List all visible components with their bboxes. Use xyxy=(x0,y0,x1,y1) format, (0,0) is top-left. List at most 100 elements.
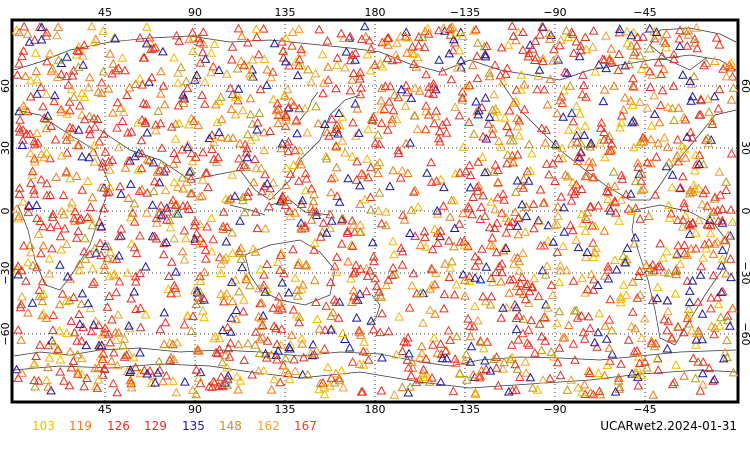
observation-marker xyxy=(164,337,175,347)
observation-marker xyxy=(61,134,72,144)
observation-marker xyxy=(613,372,624,382)
observation-marker xyxy=(329,172,340,182)
observation-marker xyxy=(52,72,63,81)
observation-marker xyxy=(80,254,91,263)
map-caption: UCARwet2.2024-01-31 xyxy=(600,419,737,433)
observation-marker xyxy=(266,190,276,200)
observation-marker xyxy=(393,92,404,102)
observation-marker xyxy=(30,381,40,391)
observation-marker xyxy=(77,88,87,97)
observation-marker xyxy=(632,345,642,355)
observation-marker xyxy=(105,337,115,347)
observation-marker xyxy=(106,356,117,365)
observation-marker xyxy=(494,136,504,145)
observation-marker xyxy=(650,189,661,199)
observation-marker xyxy=(73,226,84,235)
observation-marker xyxy=(461,374,472,384)
observation-marker xyxy=(41,147,52,157)
observation-marker xyxy=(472,38,483,47)
observation-marker xyxy=(250,154,260,164)
observation-marker xyxy=(651,151,662,161)
observation-marker xyxy=(254,334,265,344)
observation-marker xyxy=(41,89,52,98)
observation-marker xyxy=(236,56,246,65)
observation-marker xyxy=(25,240,35,249)
observation-marker xyxy=(492,106,503,116)
observation-marker xyxy=(312,314,323,323)
observation-marker xyxy=(413,201,423,211)
observation-marker xyxy=(359,337,369,346)
observation-marker xyxy=(13,324,24,334)
observation-marker xyxy=(178,98,189,107)
observation-marker xyxy=(159,307,170,317)
observation-marker xyxy=(250,131,261,141)
observation-marker xyxy=(178,89,189,99)
observation-marker xyxy=(700,184,711,194)
observation-marker xyxy=(373,205,384,215)
observation-marker xyxy=(31,200,42,209)
observation-marker xyxy=(508,97,519,107)
observation-marker xyxy=(135,322,146,332)
observation-marker xyxy=(112,122,122,132)
observation-marker xyxy=(503,40,514,49)
observation-marker xyxy=(554,277,565,287)
observation-marker xyxy=(301,173,312,183)
observation-marker xyxy=(721,176,732,186)
observation-marker xyxy=(497,258,507,268)
observation-marker xyxy=(98,370,108,379)
observation-marker xyxy=(159,99,170,109)
observation-marker xyxy=(122,366,133,376)
observation-marker xyxy=(478,190,488,200)
observation-marker xyxy=(296,159,307,169)
top-lon-label: 90 xyxy=(188,6,202,19)
observation-marker xyxy=(366,162,376,172)
observation-marker xyxy=(518,45,528,54)
observation-marker xyxy=(662,295,673,305)
observation-marker xyxy=(588,284,599,294)
observation-marker xyxy=(181,76,192,86)
observation-marker xyxy=(691,160,701,169)
observation-marker xyxy=(173,100,184,110)
observation-marker xyxy=(603,194,613,203)
observation-marker xyxy=(657,51,667,60)
observation-marker xyxy=(571,179,582,189)
observation-marker xyxy=(314,323,325,333)
observation-marker xyxy=(32,213,42,222)
observation-marker xyxy=(496,42,507,52)
observation-marker xyxy=(508,31,519,40)
observation-marker xyxy=(460,291,470,300)
observation-marker xyxy=(152,166,163,176)
observation-marker xyxy=(685,229,695,238)
observation-marker xyxy=(53,55,64,64)
observation-marker xyxy=(156,200,166,210)
observation-marker xyxy=(703,94,713,103)
observation-marker xyxy=(135,347,145,357)
observation-marker xyxy=(652,282,663,291)
observation-marker xyxy=(191,364,202,374)
observation-marker xyxy=(85,213,95,223)
observation-marker xyxy=(594,386,605,395)
observation-marker xyxy=(671,263,682,273)
observation-marker xyxy=(89,113,99,123)
coastline-antarctica-inner xyxy=(13,363,737,389)
observation-marker xyxy=(332,60,342,69)
observation-marker xyxy=(342,226,353,235)
observation-marker xyxy=(29,375,40,385)
observation-marker xyxy=(486,291,497,301)
observation-marker xyxy=(388,262,398,272)
observation-marker xyxy=(486,197,496,206)
observation-marker xyxy=(45,190,56,199)
observation-marker xyxy=(32,262,42,272)
observation-marker xyxy=(156,66,166,76)
observation-marker xyxy=(111,287,122,297)
observation-marker xyxy=(542,261,552,270)
observation-marker xyxy=(166,121,177,131)
observation-marker xyxy=(447,256,457,266)
observation-marker xyxy=(552,318,562,327)
observation-marker xyxy=(622,26,632,36)
observation-marker xyxy=(265,126,275,135)
observation-marker xyxy=(237,262,248,272)
observation-marker xyxy=(225,338,236,347)
observation-marker xyxy=(697,379,708,389)
observation-marker xyxy=(294,103,304,113)
